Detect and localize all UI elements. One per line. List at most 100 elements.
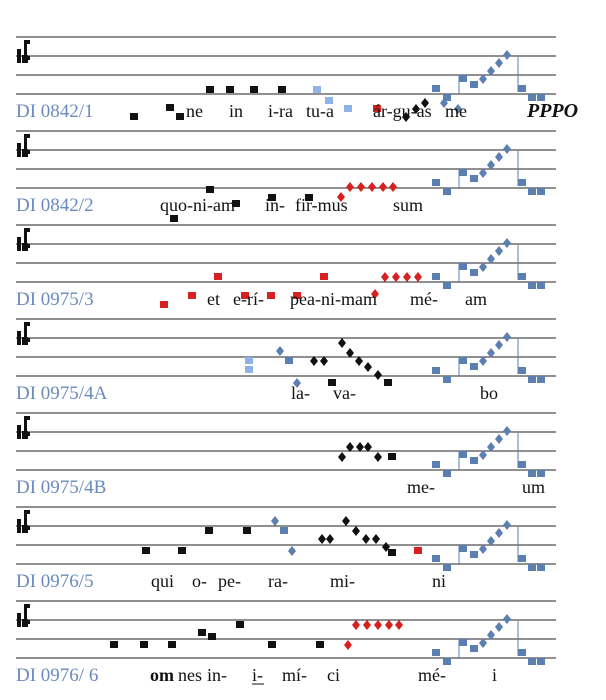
lyric-syllable: me (445, 101, 467, 121)
note (518, 555, 526, 562)
note (537, 470, 545, 477)
note (414, 547, 422, 554)
note (459, 639, 467, 646)
note (470, 551, 478, 558)
clef-bar (17, 49, 21, 63)
note (385, 620, 393, 630)
note (338, 338, 346, 348)
note (320, 273, 328, 280)
note (495, 340, 503, 350)
note (168, 641, 176, 648)
note (432, 367, 440, 374)
lyric-syllable: fir-mus (295, 195, 348, 215)
note (198, 629, 206, 636)
lyric-syllable: ár-gu-as (373, 101, 432, 121)
note (537, 564, 545, 571)
note (268, 194, 276, 201)
note (278, 86, 286, 93)
clef-bar (17, 425, 21, 439)
note (470, 269, 478, 276)
note (381, 272, 389, 282)
lyric-syllable: pe (290, 289, 307, 309)
note (537, 658, 545, 665)
note (503, 614, 511, 624)
note (245, 357, 253, 364)
note (346, 348, 354, 358)
note (374, 370, 382, 380)
source-label: DI 0976/ 6 (16, 665, 98, 686)
note (342, 516, 350, 526)
lyric-syllable: ni (432, 571, 446, 591)
note (357, 182, 365, 192)
note (432, 179, 440, 186)
note (338, 452, 346, 462)
note (364, 362, 372, 372)
note (487, 348, 495, 358)
note (459, 357, 467, 364)
lyric-syllable: ci (327, 665, 340, 685)
clef-bar (17, 613, 21, 627)
note (363, 620, 371, 630)
lyric-syllable: sum (393, 195, 423, 215)
lyric-syllable: tu-a (306, 101, 334, 121)
note (362, 534, 370, 544)
note (470, 81, 478, 88)
note (346, 442, 354, 452)
note (232, 200, 240, 207)
lyric-syllable: la- (291, 383, 310, 403)
note (432, 555, 440, 562)
note (528, 282, 536, 289)
clef (22, 134, 30, 157)
note (328, 379, 336, 386)
note (368, 182, 376, 192)
note (479, 450, 487, 460)
note (443, 376, 451, 383)
note (356, 442, 364, 452)
note (110, 641, 118, 648)
staff-system: DI 0976/ 6 om nes in-i-mí-ci mé-i (16, 600, 556, 686)
lyric-syllable: quo-ni-am (160, 195, 235, 215)
note (236, 621, 244, 628)
note (503, 50, 511, 60)
lyric-syllable: i- (252, 665, 263, 685)
note (389, 182, 397, 192)
note (443, 94, 451, 101)
note (374, 452, 382, 462)
note (528, 188, 536, 195)
note (454, 104, 462, 114)
note (392, 272, 400, 282)
note (518, 179, 526, 186)
staff-system: DI 0975/3 et e-rí-pe a-ni-mam mé-am (16, 224, 556, 310)
note (170, 215, 178, 222)
note (241, 292, 249, 299)
note (178, 547, 186, 554)
lyric-syllable: qui (151, 571, 174, 591)
note (355, 356, 363, 366)
note (470, 175, 478, 182)
lyric-syllable: in (229, 101, 243, 121)
note (250, 86, 258, 93)
lyric-syllable: o- (192, 571, 207, 591)
source-label: DI 0842/2 (16, 195, 94, 216)
note (226, 86, 234, 93)
note (479, 262, 487, 272)
note (487, 442, 495, 452)
note (346, 182, 354, 192)
note (276, 346, 284, 356)
note (288, 546, 296, 556)
note (206, 186, 214, 193)
source-label: DI 0976/5 (16, 571, 94, 592)
note (402, 112, 410, 122)
lyric-syllable: mé- (410, 289, 438, 309)
lyric-syllable: nes (178, 665, 202, 685)
note (432, 461, 440, 468)
note (528, 94, 536, 101)
note (421, 98, 429, 108)
note (495, 246, 503, 256)
note (374, 620, 382, 630)
source-label: DI 0975/4B (16, 477, 106, 498)
lyric-syllable: i (492, 665, 497, 685)
note (412, 104, 420, 114)
note (487, 536, 495, 546)
